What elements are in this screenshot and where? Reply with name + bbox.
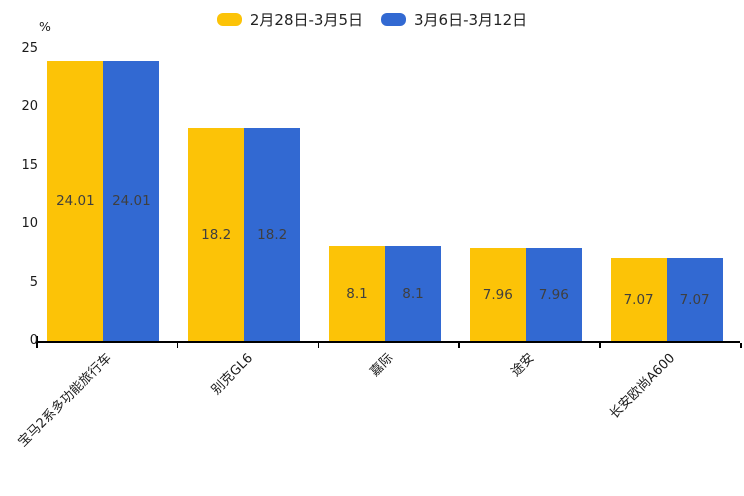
bar-value-series1-途安: 7.96 <box>482 286 513 303</box>
legend: 2月28日-3月5日 3月6日-3月12日 <box>0 8 744 30</box>
y-axis-tick-label: 20 <box>21 99 38 115</box>
bar-value-series2-长安欧尚A600: 7.07 <box>679 291 710 308</box>
bar-series2-嘉际 <box>385 246 441 341</box>
y-axis-tick-label: 0 <box>29 333 38 348</box>
x-axis-tick <box>599 342 601 348</box>
bar-series1-长安欧尚A600 <box>610 258 667 341</box>
bar-series1-嘉际 <box>329 246 385 341</box>
x-axis-tick <box>458 342 460 348</box>
bar-series1-途安 <box>469 248 526 341</box>
x-axis-category-label: 嘉际 <box>367 350 397 380</box>
bar-value-series1-宝马2系多功能旅行车: 24.01 <box>56 192 95 209</box>
x-axis-tick <box>317 342 320 348</box>
bar-value-series1-长安欧尚A600: 7.07 <box>623 291 654 308</box>
bar-value-series2-途安: 7.96 <box>538 286 569 303</box>
legend-item-week1: 2月28日-3月5日 <box>216 9 363 30</box>
bar-value-series1-别克GL6: 18.2 <box>201 226 232 243</box>
legend-swatch-week2-icon <box>381 12 406 26</box>
y-axis-tick-label: 15 <box>21 157 38 173</box>
bar-series2-途安 <box>525 248 582 341</box>
x-axis-tick <box>36 342 38 348</box>
x-axis-category-label: 长安欧尚A600 <box>606 350 679 423</box>
bar-series2-长安欧尚A600 <box>666 258 723 341</box>
bar-value-series2-嘉际: 8.1 <box>402 285 424 302</box>
bar-series2-别克GL6 <box>244 128 301 341</box>
legend-item-week2: 3月6日-3月12日 <box>381 9 527 30</box>
bar-series1-别克GL6 <box>188 128 245 341</box>
x-axis-tick <box>176 342 179 348</box>
x-axis-tick <box>740 342 742 348</box>
x-axis-category-label: 途安 <box>508 350 538 380</box>
y-axis-unit-label: % <box>39 19 51 34</box>
y-axis-tick-label: 10 <box>21 216 38 232</box>
x-axis-category-label: 宝马2系多功能旅行车 <box>15 350 115 451</box>
bar-value-series2-宝马2系多功能旅行车: 24.01 <box>112 192 151 209</box>
x-axis-line <box>36 341 740 343</box>
bar-series1-宝马2系多功能旅行车 <box>47 60 104 341</box>
legend-label-week2: 3月6日-3月12日 <box>414 10 528 29</box>
bar-value-series1-嘉际: 8.1 <box>346 285 368 302</box>
bar-value-series2-别克GL6: 18.2 <box>257 226 288 243</box>
legend-swatch-week1-icon <box>216 12 242 26</box>
y-axis-tick-label: 25 <box>21 41 38 56</box>
y-axis-stub <box>36 336 38 341</box>
bar-series2-宝马2系多功能旅行车 <box>103 60 160 341</box>
x-axis-category-label: 别克GL6 <box>208 350 256 398</box>
legend-label-week1: 2月28日-3月5日 <box>249 10 363 29</box>
y-axis-tick-label: 5 <box>29 274 38 290</box>
